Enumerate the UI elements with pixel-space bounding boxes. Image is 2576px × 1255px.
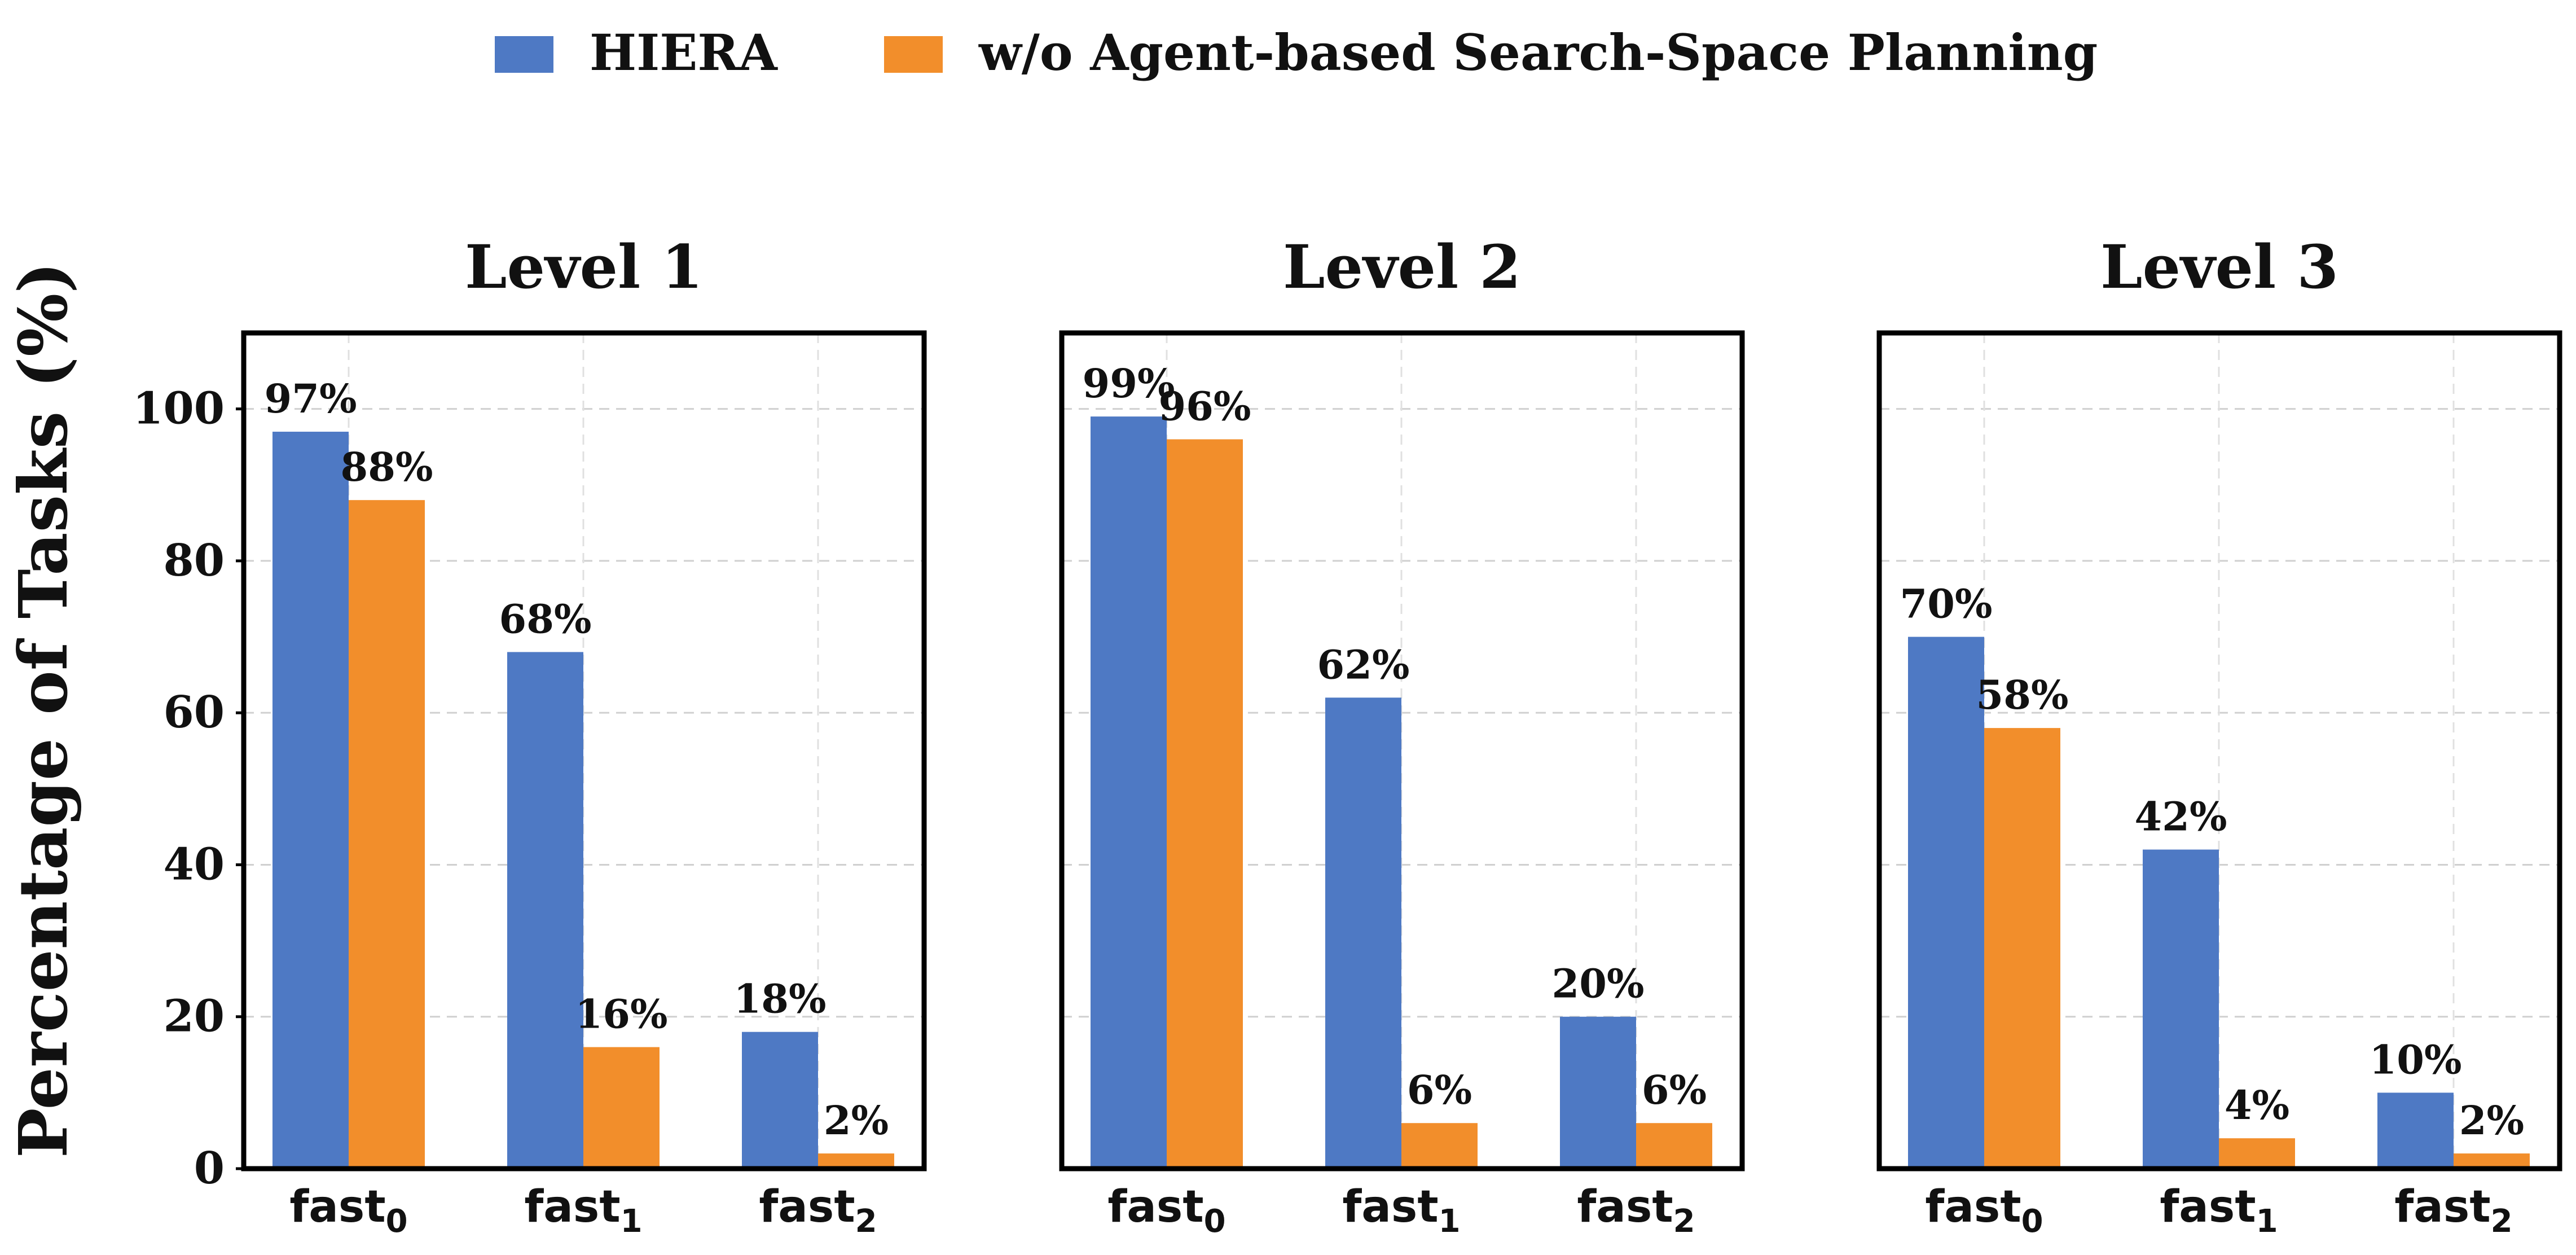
plot-frame [1059,330,1745,1171]
y-tick-label: 0 [194,1143,225,1194]
x-tick-label: fast2 [1577,1182,1695,1240]
legend-swatch [495,36,553,73]
y-axis-label: Percentage of Tasks (%) [4,262,82,1158]
panel-title: Level 2 [1283,231,1521,302]
panel-title: Level 1 [465,231,703,302]
x-tick-label: fast0 [289,1182,407,1240]
y-tick-label: 40 [163,839,225,890]
x-tick-label: fast2 [759,1182,877,1240]
bar-value-label: 2% [824,1097,889,1144]
bar-value-label: 58% [1976,672,2069,718]
bar-value-label: 62% [1317,641,1410,688]
bar-value-label: 68% [499,595,592,642]
bar-hiera [507,652,583,1169]
bar-value-label: 2% [2459,1097,2524,1144]
panel-title: Level 3 [2100,231,2338,302]
bar-value-label: 16% [575,991,668,1038]
x-tick-label: fast2 [2394,1182,2512,1240]
bar-hiera [1560,1016,1636,1169]
y-tick-label: 100 [133,383,225,435]
bar-ablation [349,500,425,1169]
bar-value-label: 42% [2135,793,2227,840]
bar-value-label: 10% [2370,1036,2462,1083]
x-tick-label: fast1 [524,1182,642,1240]
bar-value-label: 6% [1407,1067,1472,1113]
bar-value-label: 6% [1642,1067,1707,1113]
bar-hiera [272,432,349,1169]
legend-label: HIERA [590,23,779,82]
legend-label: w/o Agent-based Search-Space Planning [978,23,2098,82]
y-tick-label: 60 [163,687,225,738]
bar-value-label: 99% [1083,360,1175,407]
bar-value-label: 4% [2225,1082,2289,1129]
bar-ablation [1636,1123,1712,1169]
bar-value-label: 96% [1159,383,1251,429]
bar-ablation [1984,728,2060,1169]
legend-swatch [884,36,943,73]
plot-frame [241,330,927,1171]
x-tick-label: fast1 [2160,1182,2278,1240]
plot-frame [1876,330,2562,1171]
y-tick-label: 20 [163,991,225,1042]
bar-hiera [2143,849,2219,1169]
bar-hiera [1325,697,1401,1169]
chart-panel: Level 3 70% 42% 10% 58% 4% 2% fast0 fast1 fast2 [1876,231,2562,1240]
bar-ablation [583,1047,660,1169]
chart-panel: Level 1 97% 68% 18% 88% 16% 2% fast0 fast1 fast2 0… [133,231,927,1240]
chart-panel: Level 2 99% 62% 20% 96% 6% 6% fast0 fast1 fast2 [1059,231,1745,1240]
bar-ablation [2219,1138,2295,1169]
bar-ablation [1167,439,1243,1169]
x-tick-label: fast1 [1342,1182,1460,1240]
bar-hiera [1908,637,1984,1169]
bar-value-label: 88% [341,444,433,490]
bar-value-label: 97% [265,375,357,422]
x-tick-label: fast0 [1107,1182,1225,1240]
bar-value-label: 18% [734,976,827,1023]
y-tick-label: 80 [163,535,225,586]
legend: HIERA w/o Agent-based Search-Space Planni… [495,23,2098,82]
bar-value-label: 20% [1552,960,1645,1007]
x-tick-label: fast0 [1925,1182,2043,1240]
bar-hiera [2377,1092,2454,1169]
bar-hiera [1091,416,1167,1169]
bar-ablation [1401,1123,1478,1169]
bar-value-label: 70% [1900,581,1993,628]
bar-hiera [742,1032,818,1169]
